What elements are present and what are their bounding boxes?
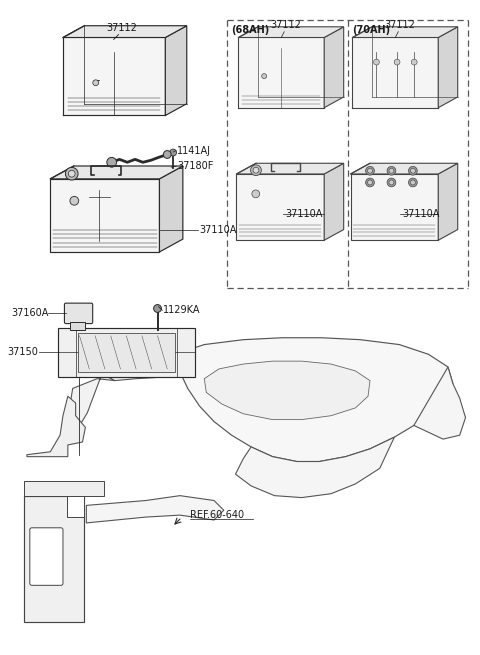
Polygon shape xyxy=(50,166,183,179)
FancyBboxPatch shape xyxy=(70,322,85,330)
Polygon shape xyxy=(239,37,324,107)
Circle shape xyxy=(251,165,261,176)
Circle shape xyxy=(389,168,394,173)
Circle shape xyxy=(368,180,372,185)
Polygon shape xyxy=(165,26,187,115)
Circle shape xyxy=(387,178,396,187)
Polygon shape xyxy=(204,361,370,420)
Text: REF.60-640: REF.60-640 xyxy=(190,510,244,520)
Polygon shape xyxy=(159,166,183,252)
Circle shape xyxy=(373,59,379,65)
Circle shape xyxy=(387,166,396,175)
FancyBboxPatch shape xyxy=(58,328,194,377)
Polygon shape xyxy=(50,179,159,252)
Circle shape xyxy=(252,190,260,198)
Polygon shape xyxy=(352,37,438,107)
Polygon shape xyxy=(438,163,458,240)
Text: 37112: 37112 xyxy=(271,20,301,29)
FancyBboxPatch shape xyxy=(64,303,93,324)
FancyBboxPatch shape xyxy=(30,528,63,586)
Polygon shape xyxy=(350,163,458,174)
Circle shape xyxy=(368,168,372,173)
Polygon shape xyxy=(324,163,344,240)
Circle shape xyxy=(394,59,400,65)
Polygon shape xyxy=(237,174,324,240)
Circle shape xyxy=(366,166,374,175)
Polygon shape xyxy=(438,27,458,107)
Polygon shape xyxy=(237,163,344,174)
Circle shape xyxy=(389,180,394,185)
Text: 37180F: 37180F xyxy=(177,161,214,171)
Text: 37110A: 37110A xyxy=(199,225,237,235)
Circle shape xyxy=(65,168,78,180)
Circle shape xyxy=(93,80,98,86)
Text: 37112: 37112 xyxy=(106,23,137,33)
Text: 37160A: 37160A xyxy=(11,309,48,318)
Text: (70AH): (70AH) xyxy=(352,25,391,35)
Polygon shape xyxy=(63,37,165,115)
FancyBboxPatch shape xyxy=(24,496,84,622)
Polygon shape xyxy=(102,354,180,381)
Polygon shape xyxy=(67,496,84,517)
Polygon shape xyxy=(324,27,344,107)
Polygon shape xyxy=(352,27,458,37)
Circle shape xyxy=(163,151,171,159)
Polygon shape xyxy=(68,374,115,432)
Polygon shape xyxy=(414,367,466,439)
Polygon shape xyxy=(239,27,344,37)
Circle shape xyxy=(68,170,75,177)
Circle shape xyxy=(253,167,259,173)
Text: 37110A: 37110A xyxy=(402,209,440,219)
Circle shape xyxy=(410,180,415,185)
Circle shape xyxy=(262,73,266,79)
FancyBboxPatch shape xyxy=(24,481,104,496)
Circle shape xyxy=(410,168,415,173)
Circle shape xyxy=(366,178,374,187)
Text: 1129KA: 1129KA xyxy=(163,305,201,316)
Text: 1141AJ: 1141AJ xyxy=(177,145,211,156)
Text: 37112: 37112 xyxy=(385,20,416,29)
Circle shape xyxy=(408,178,417,187)
Circle shape xyxy=(70,196,79,205)
Polygon shape xyxy=(236,437,395,498)
FancyBboxPatch shape xyxy=(78,333,175,372)
Polygon shape xyxy=(175,338,453,462)
Polygon shape xyxy=(350,174,438,240)
Polygon shape xyxy=(27,396,85,457)
Circle shape xyxy=(154,305,161,312)
Circle shape xyxy=(408,166,417,175)
Text: (68AH): (68AH) xyxy=(231,25,270,35)
Polygon shape xyxy=(63,26,187,37)
Text: 37110A: 37110A xyxy=(285,209,323,219)
Circle shape xyxy=(170,149,177,156)
Polygon shape xyxy=(86,496,224,523)
Circle shape xyxy=(411,59,417,65)
Circle shape xyxy=(107,157,117,167)
Text: 37150: 37150 xyxy=(8,347,38,358)
